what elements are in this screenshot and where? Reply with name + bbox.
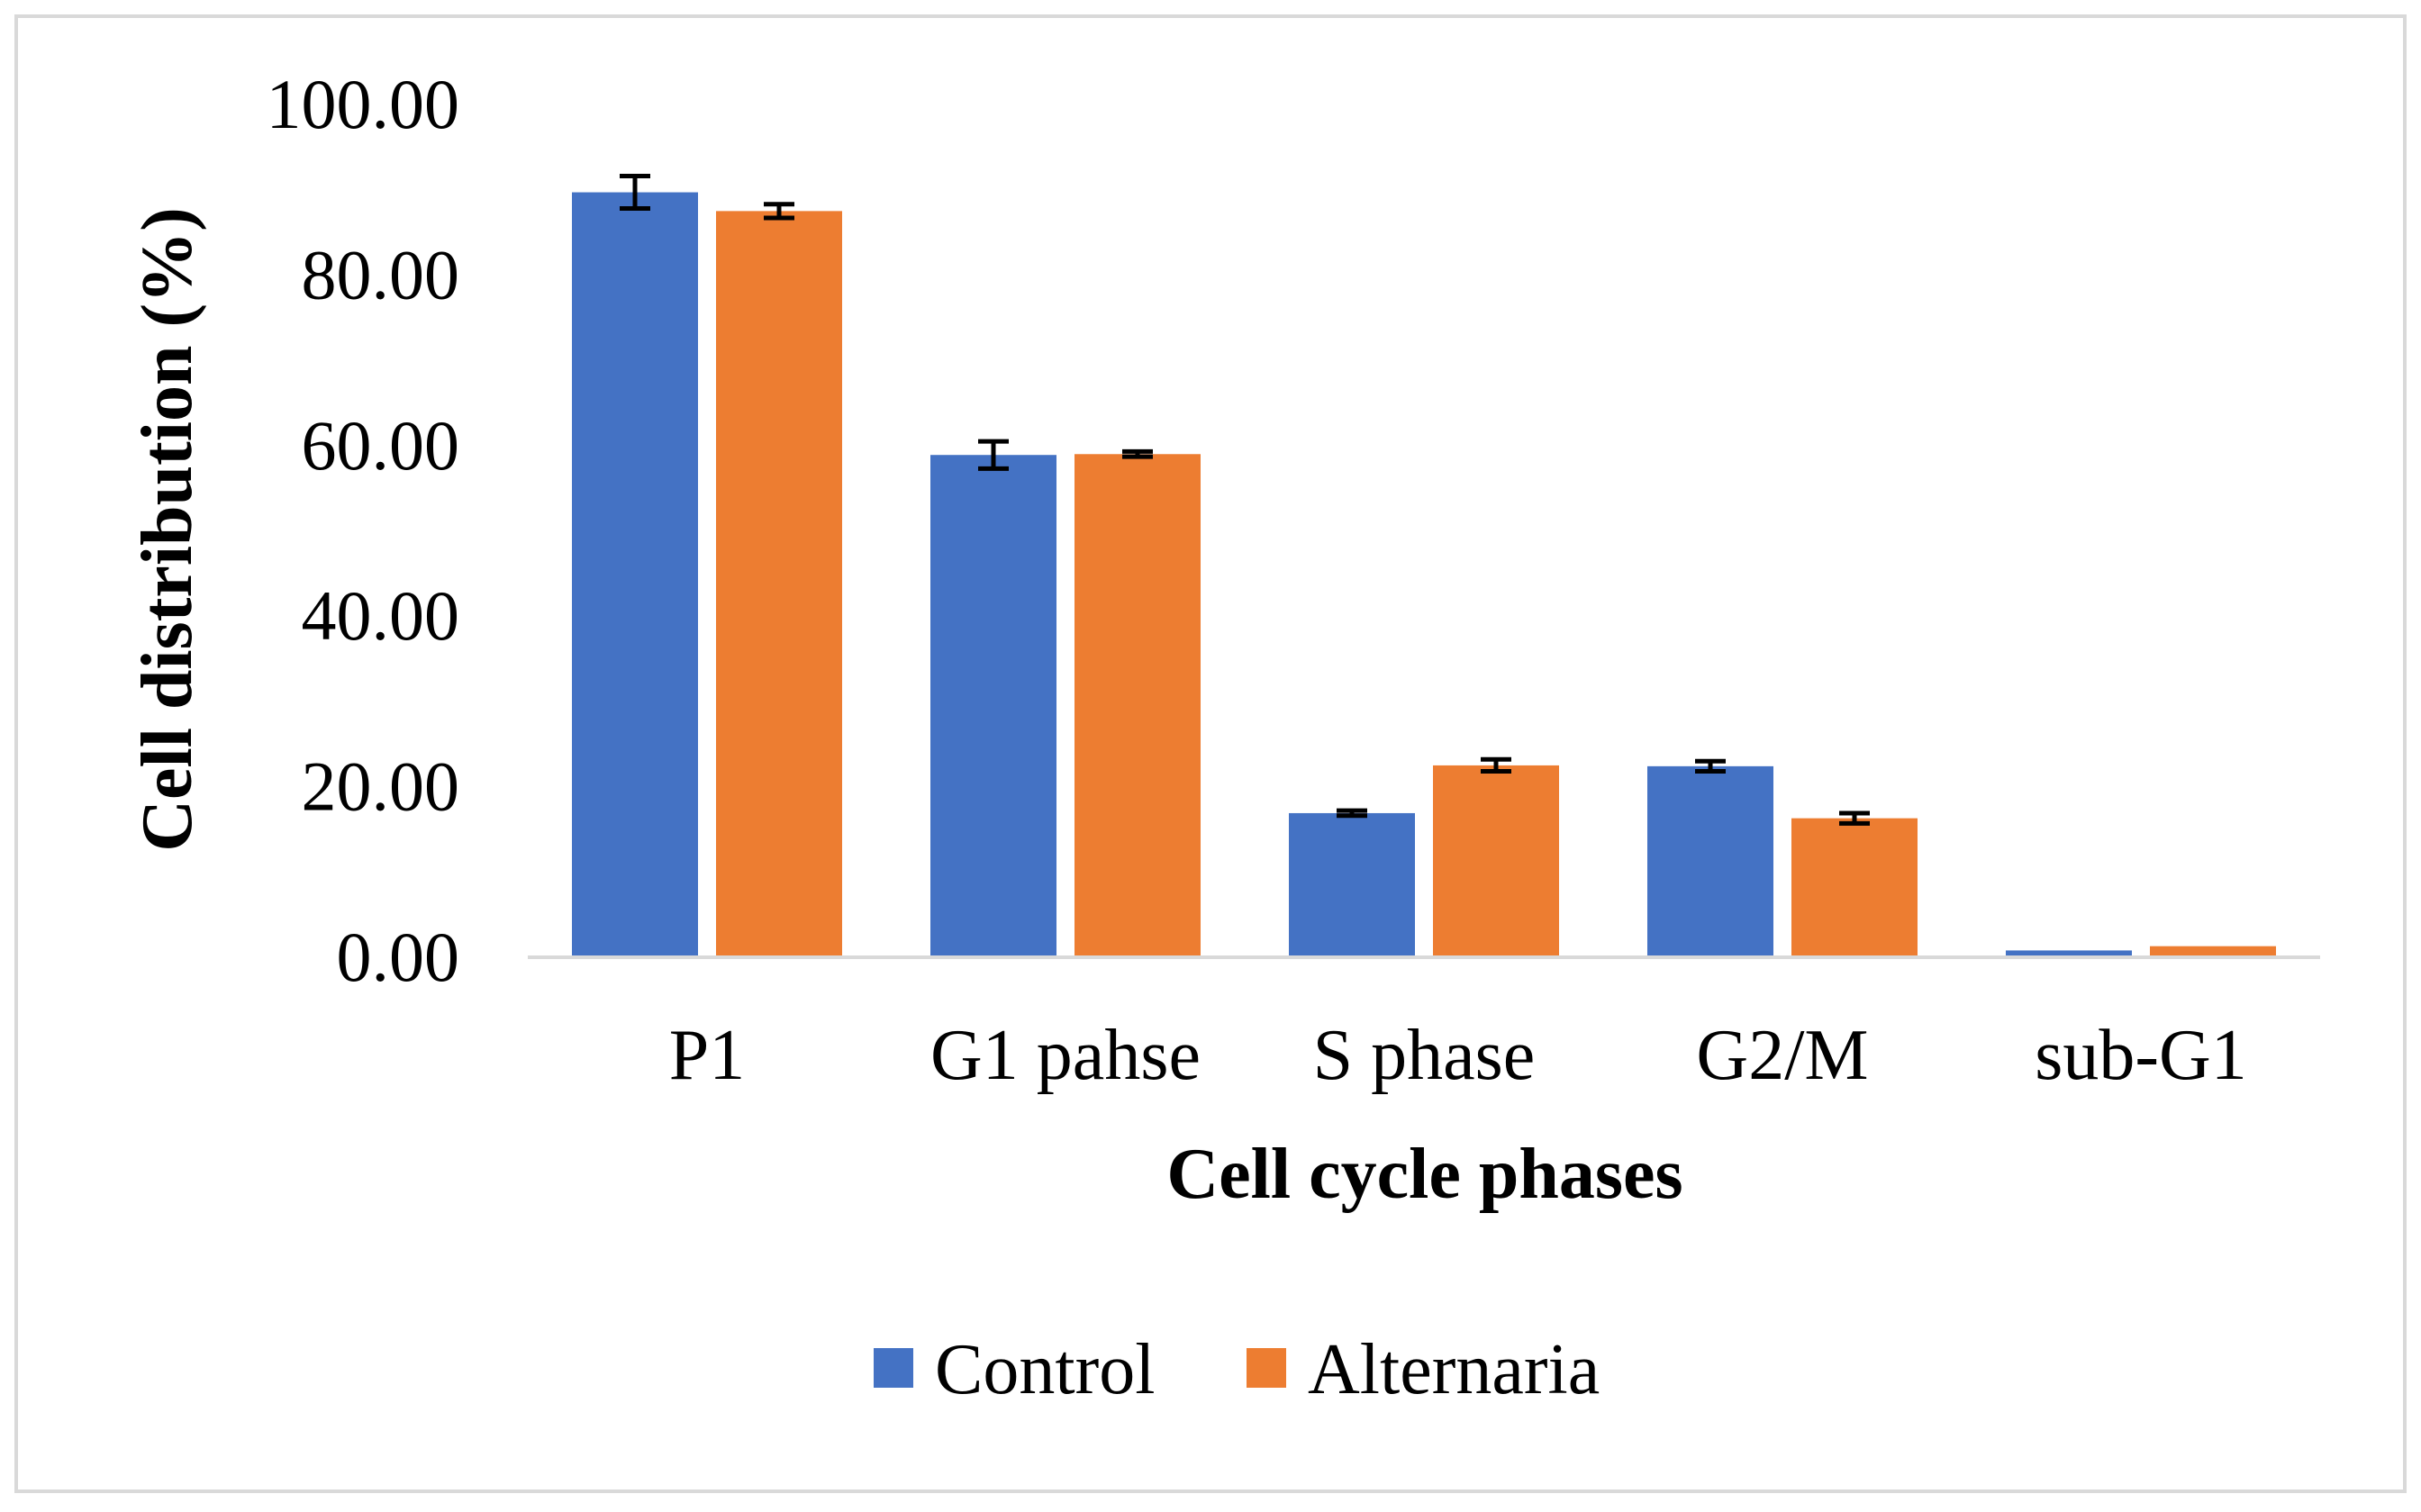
legend: Control Alternaria — [874, 1330, 1600, 1409]
bar-control — [930, 455, 1056, 957]
x-tick-label: S phase — [1313, 1016, 1536, 1095]
y-tick-label: 0.00 — [337, 918, 460, 996]
legend-item-alternaria: Alternaria — [1247, 1330, 1600, 1409]
bar-alternaria — [1074, 454, 1201, 957]
x-axis-title: Cell cycle phases — [1166, 1135, 1682, 1214]
legend-label: Control — [935, 1330, 1155, 1409]
y-tick-label: 20.00 — [302, 747, 460, 826]
error-bar — [1839, 810, 1870, 826]
x-axis-labels: P1 G1 pahse S phase G2/M sub-G1 — [669, 1016, 2247, 1095]
bar-control — [1289, 812, 1415, 957]
y-axis-title: Cell distribution (%) — [128, 207, 207, 852]
x-tick-label: G1 pahse — [930, 1016, 1201, 1095]
x-tick-label: P1 — [669, 1016, 746, 1095]
x-tick-label: sub-G1 — [2035, 1016, 2247, 1095]
bar-alternaria — [716, 211, 842, 957]
y-tick-label: 100.00 — [267, 65, 460, 143]
error-bar — [1337, 808, 1367, 819]
bar-alternaria — [1433, 765, 1559, 957]
legend-label: Alternaria — [1308, 1330, 1600, 1409]
error-bars — [620, 174, 1870, 826]
error-bar — [620, 174, 650, 212]
bars — [572, 192, 2276, 957]
bar-control — [1647, 765, 1773, 957]
error-bar — [1481, 756, 1511, 774]
bar-alternaria — [1791, 818, 1918, 957]
bar-control — [2006, 950, 2132, 957]
y-axis-ticks: 0.00 20.00 40.00 60.00 80.00 100.00 — [267, 65, 460, 996]
x-tick-label: G2/M — [1696, 1016, 1868, 1095]
error-bar — [1695, 758, 1726, 774]
legend-item-control: Control — [874, 1330, 1155, 1409]
legend-swatch — [1247, 1348, 1286, 1388]
y-tick-label: 60.00 — [302, 406, 460, 484]
legend-swatch — [874, 1348, 913, 1388]
bar-control — [572, 192, 698, 957]
y-tick-label: 40.00 — [302, 576, 460, 655]
error-bar — [1122, 448, 1153, 459]
error-bar — [764, 202, 794, 221]
y-tick-label: 80.00 — [302, 235, 460, 313]
chart-border — [14, 14, 2407, 1493]
error-bar — [978, 439, 1009, 471]
bar-alternaria — [2150, 946, 2276, 957]
